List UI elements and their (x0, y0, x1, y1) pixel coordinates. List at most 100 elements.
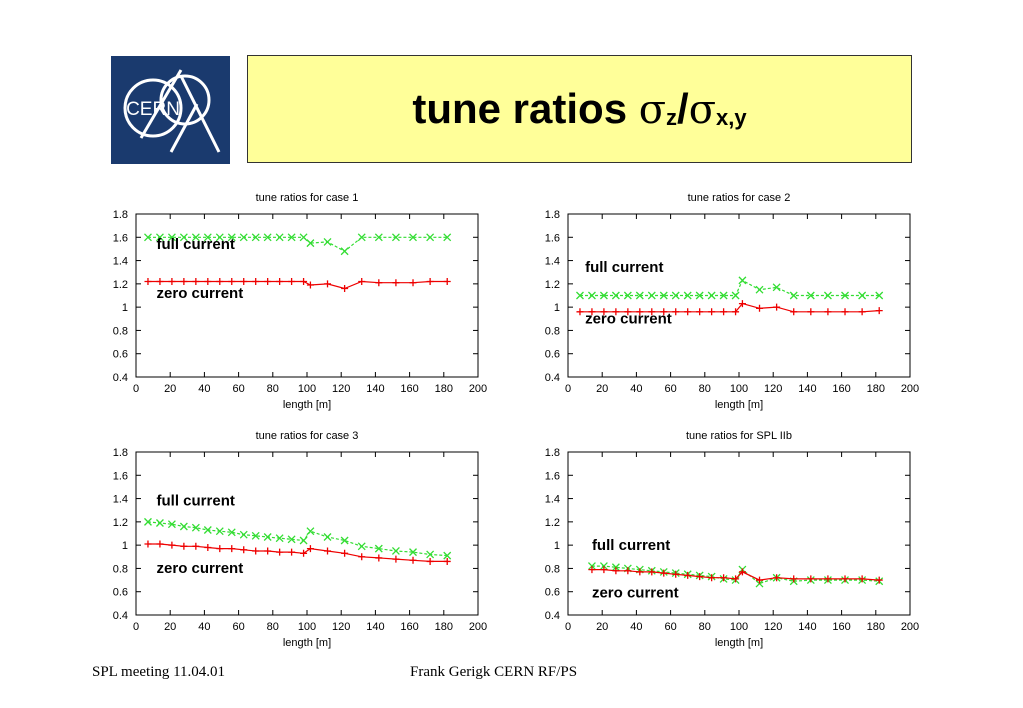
data-point-full-current (443, 551, 452, 560)
data-point-full-current (323, 533, 332, 541)
data-point-zero-current (807, 575, 815, 583)
data-point-full-current (719, 291, 728, 300)
data-point-zero-current (720, 574, 728, 582)
data-point-zero-current (660, 308, 668, 316)
data-point-zero-current (708, 574, 716, 582)
chart-case-3: tune ratios for case 3 0.4 0.6 0.8 1 1.2 1.4 1.… (113, 430, 487, 649)
data-point-full-current (155, 233, 164, 242)
data-point-full-current (144, 517, 152, 526)
data-point-full-current (443, 233, 452, 242)
data-point-full-current (841, 291, 849, 300)
data-point-zero-current (300, 278, 308, 286)
data-point-zero-current (341, 549, 349, 557)
annotation-zero-current: zero current (157, 285, 244, 302)
data-point-zero-current (216, 278, 224, 286)
data-point-zero-current (648, 568, 656, 576)
chart-case-1: tune ratios for case 1 0.4 0.6 0.8 1 1.2 1.4 1.… (113, 192, 487, 411)
data-point-zero-current (168, 541, 176, 549)
y-tick-label: 1.6 (113, 232, 128, 244)
y-tick-label: 0.6 (545, 587, 560, 599)
x-tick-label: 40 (630, 383, 642, 395)
x-tick-label: 100 (298, 383, 316, 395)
data-point-zero-current (240, 546, 248, 554)
data-point-full-current (203, 526, 212, 534)
data-point-full-current (179, 522, 188, 531)
data-point-full-current (263, 533, 272, 541)
data-point-zero-current (684, 308, 692, 316)
x-tick-label: 120 (764, 383, 782, 395)
data-point-zero-current (858, 575, 866, 583)
y-tick-label: 0.8 (113, 325, 128, 337)
x-tick-label: 40 (198, 383, 210, 395)
x-tick-label: 60 (232, 383, 244, 395)
data-point-full-current (875, 291, 884, 300)
x-axis-label: length [m] (283, 637, 331, 649)
data-point-full-current (306, 527, 315, 536)
slide-title: tune ratios σz/σx,y (412, 85, 746, 133)
data-point-full-current (707, 291, 716, 300)
x-tick-label: 180 (435, 621, 453, 633)
x-tick-label: 0 (565, 383, 571, 395)
y-tick-label: 1 (122, 540, 128, 552)
data-point-full-current (772, 283, 781, 292)
data-point-zero-current (252, 278, 260, 286)
x-tick-label: 80 (267, 383, 279, 395)
data-point-zero-current (600, 566, 608, 574)
data-point-zero-current (192, 278, 200, 286)
y-tick-label: 1 (554, 540, 560, 552)
data-point-zero-current (144, 278, 152, 286)
data-point-zero-current (443, 557, 451, 565)
data-point-full-current (374, 544, 383, 553)
data-point-zero-current (276, 548, 284, 556)
data-point-full-current (323, 237, 332, 246)
y-tick-label: 0.8 (113, 563, 128, 575)
data-point-zero-current (324, 547, 332, 555)
data-point-full-current (167, 233, 176, 242)
data-point-full-current (179, 233, 188, 242)
y-tick-label: 0.4 (113, 610, 128, 622)
data-point-full-current (659, 291, 668, 300)
data-point-zero-current (824, 575, 832, 583)
data-point-full-current (731, 291, 740, 300)
data-point-zero-current (204, 543, 212, 551)
chart-title: tune ratios for case 3 (256, 430, 359, 442)
footer-author: Frank Gerigk CERN RF/PS (410, 664, 578, 680)
y-tick-label: 0.4 (113, 372, 128, 384)
data-point-zero-current (358, 553, 366, 561)
data-point-full-current (587, 291, 596, 300)
y-tick-label: 1.4 (545, 494, 560, 506)
data-point-zero-current (228, 278, 236, 286)
data-point-full-current (426, 550, 435, 559)
y-tick-label: 1 (554, 302, 560, 314)
data-point-zero-current (306, 281, 314, 289)
y-tick-label: 0.8 (545, 325, 560, 337)
data-point-full-current (755, 285, 764, 294)
data-point-zero-current (392, 279, 400, 287)
data-point-full-current (576, 291, 584, 300)
data-point-zero-current (708, 308, 716, 316)
x-tick-label: 40 (198, 621, 210, 633)
x-tick-label: 80 (267, 621, 279, 633)
data-point-full-current (409, 548, 417, 557)
x-tick-label: 200 (901, 383, 919, 395)
x-tick-label: 180 (867, 383, 885, 395)
data-point-zero-current (216, 545, 224, 553)
cern-logo: CERN (111, 56, 230, 164)
chart-case-2: tune ratios for case 2 0.4 0.6 0.8 1 1.2 1.4 1.… (545, 192, 919, 411)
x-tick-label: 20 (164, 621, 176, 633)
data-point-zero-current (375, 279, 383, 287)
data-point-zero-current (240, 278, 248, 286)
data-point-zero-current (732, 575, 740, 583)
data-point-full-current (144, 233, 152, 242)
data-point-full-current (357, 233, 366, 242)
data-point-full-current (287, 535, 296, 544)
data-point-zero-current (156, 540, 164, 548)
y-tick-label: 1.6 (545, 470, 560, 482)
data-point-zero-current (841, 575, 849, 583)
data-point-zero-current (306, 545, 314, 553)
y-tick-label: 1 (122, 302, 128, 314)
data-point-full-current (275, 233, 284, 242)
data-point-full-current (647, 291, 656, 300)
data-point-full-current (167, 520, 176, 529)
data-point-zero-current (288, 548, 296, 556)
